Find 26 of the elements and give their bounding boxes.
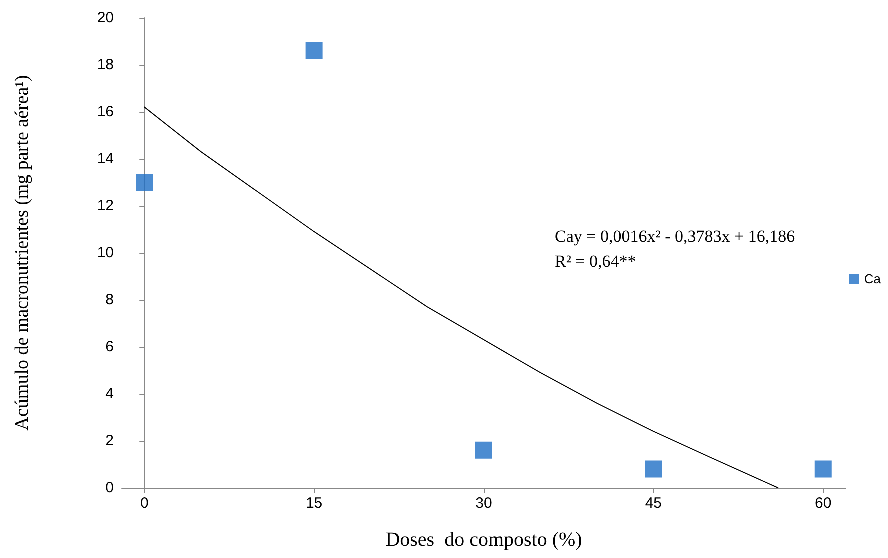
y-tick-label: 6: [106, 338, 114, 356]
annotation: Cay = 0,0016x² - 0,3783x + 16,186: [554, 227, 796, 246]
point: [814, 460, 832, 478]
y-tick-label: 8: [106, 292, 114, 308]
x-tick-label: 30: [476, 495, 492, 512]
point: [306, 42, 323, 60]
x-tick-label: 15: [306, 495, 323, 512]
x-tick-label: 45: [645, 495, 662, 512]
x-tick-label: 0: [140, 495, 149, 512]
y-tick-label: 16: [97, 104, 114, 120]
point: [645, 460, 662, 478]
y-tick-label: 2: [106, 432, 114, 450]
y-tick-label: 20: [97, 10, 114, 26]
point: [136, 174, 154, 191]
y-axis-title: Acúmulo de macronutrientes (mg parte aérea¹): [12, 75, 33, 431]
point: [476, 442, 492, 459]
x-axis-title: Doses do composto (%): [386, 529, 582, 551]
y-tick-label: 18: [97, 56, 114, 74]
annotation: R² = 0,64**: [554, 252, 636, 271]
y-tick-label: 4: [106, 386, 114, 402]
legend-label: Ca: [864, 272, 882, 286]
x-tick-label: 60: [815, 495, 832, 512]
y-tick-label: 0: [106, 480, 114, 496]
y-tick-label: 12: [97, 198, 114, 214]
y-tick-label: 14: [97, 150, 114, 168]
y-tick-label: 10: [97, 244, 114, 262]
